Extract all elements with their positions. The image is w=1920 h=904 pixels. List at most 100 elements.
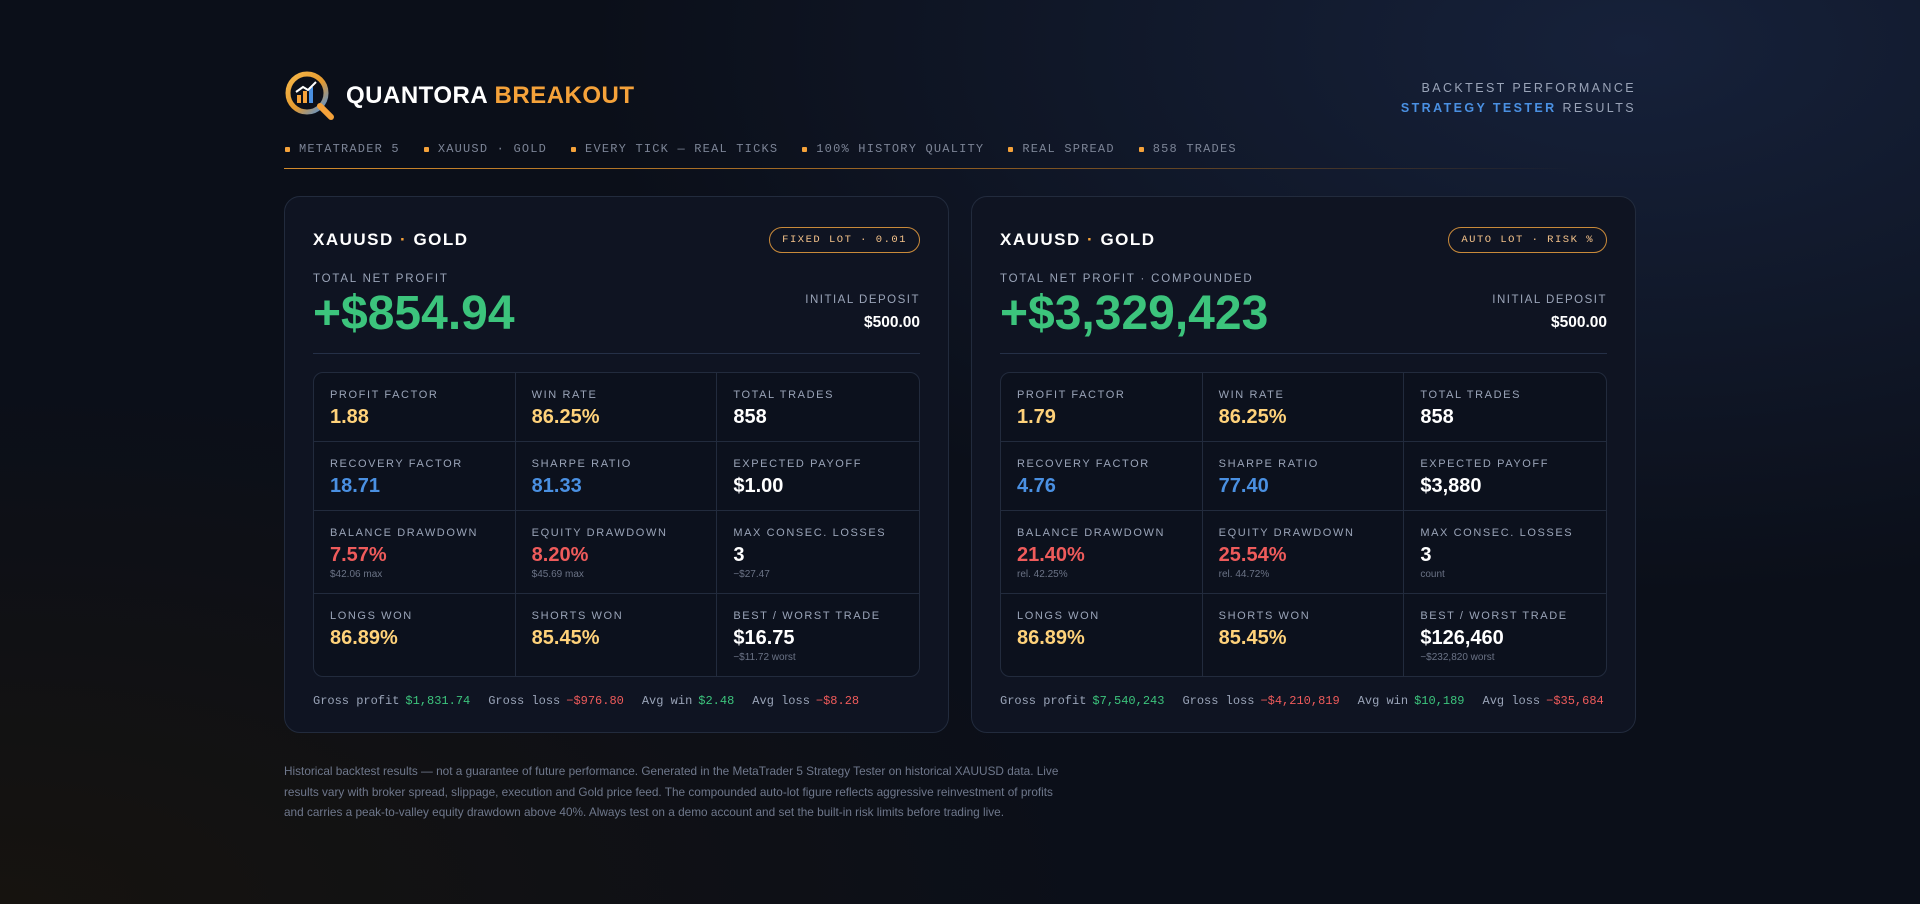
page-header: QUANTORA BREAKOUT BACKTEST PERFORMANCE S…: [284, 70, 1636, 132]
stat-best-worst-trade: BEST / WORST TRADE $126,460 −$232,820 wors…: [1404, 594, 1606, 676]
stat-sub: $42.06 max: [330, 569, 383, 580]
bullet-icon: [1138, 146, 1144, 152]
avg-win: Avg win $2.48: [642, 694, 734, 708]
lot-mode-badge: FIXED LOT · 0.01: [769, 227, 920, 253]
stat-label: TOTAL TRADES: [733, 389, 835, 401]
stat-value: 86.89%: [1017, 627, 1085, 649]
stat-value: 1.88: [330, 406, 369, 428]
lot-mode-badge: AUTO LOT · RISK %: [1448, 227, 1607, 253]
stat-value: 81.33: [531, 475, 582, 497]
stat-label: EXPECTED PAYOFF: [1420, 458, 1550, 470]
stat-longs-won: LONGS WON 86.89%: [314, 594, 516, 676]
symbol-code: XAUUSD: [313, 230, 394, 249]
stat-sub: rel. 42.25%: [1017, 569, 1068, 580]
bullet-icon: [423, 146, 429, 152]
stat-total-trades: TOTAL TRADES 858: [1404, 373, 1606, 442]
stats-grid: PROFIT FACTOR 1.79 WIN RATE 86.25% TOTAL T…: [1000, 372, 1607, 677]
stat-label: WIN RATE: [531, 389, 598, 401]
card-footer-stats: Gross profit $1,831.74 Gross loss −$976.80…: [313, 694, 920, 708]
stat-value: 86.89%: [330, 627, 398, 649]
stat-max-consec-losses: MAX CONSEC. LOSSES 3 count: [1404, 511, 1606, 594]
stat-sharpe-ratio: SHARPE RATIO 81.33: [515, 442, 718, 511]
brand-main: QUANTORA: [346, 82, 488, 109]
stat-recovery-factor: RECOVERY FACTOR 18.71: [314, 442, 516, 511]
card-footer-stats: Gross profit $7,540,243 Gross loss −$4,210…: [1000, 694, 1607, 708]
profit-summary: TOTAL NET PROFIT · COMPOUNDED +$3,329,42…: [1000, 273, 1607, 340]
stat-profit-factor: PROFIT FACTOR 1.88: [314, 373, 516, 442]
tag-item: METATRADER 5: [285, 142, 400, 156]
avg-win: Avg win $10,189: [1358, 694, 1465, 708]
symbol-code: XAUUSD: [1000, 230, 1081, 249]
footer-label: Gross profit: [313, 694, 400, 708]
stat-label: BALANCE DRAWDOWN: [330, 527, 479, 539]
stat-sub: rel. 44.72%: [1218, 569, 1270, 580]
result-card-fixed-lot: XAUUSD · GOLD FIXED LOT · 0.01 TOTAL NET…: [284, 196, 949, 733]
stat-label: SHORTS WON: [1218, 610, 1311, 622]
stat-total-trades: TOTAL TRADES 858: [717, 373, 919, 442]
strategy-tester-accent: STRATEGY TESTER: [1400, 101, 1557, 115]
stat-label: TOTAL TRADES: [1420, 389, 1522, 401]
footer-value: −$976.80: [566, 694, 624, 708]
deposit-value: $500.00: [1550, 314, 1607, 331]
footer-value: −$4,210,819: [1260, 694, 1340, 708]
stat-profit-factor: PROFIT FACTOR 1.79: [1001, 373, 1203, 442]
footer-value: $2.48: [698, 694, 735, 708]
deposit-value: $500.00: [863, 314, 920, 331]
tag-item: 858 TRADES: [1138, 142, 1237, 156]
net-profit-label: TOTAL NET PROFIT: [313, 273, 449, 285]
stat-sub: −$27.47: [733, 569, 770, 580]
card-symbol: XAUUSD · GOLD: [1000, 230, 1156, 249]
footer-label: Avg loss: [752, 694, 810, 708]
stat-sharpe-ratio: SHARPE RATIO 77.40: [1202, 442, 1405, 511]
stat-value: 86.25%: [531, 406, 600, 428]
bullet-icon: [1008, 146, 1014, 152]
initial-deposit: INITIAL DEPOSIT $500.00: [805, 273, 920, 339]
deposit-label: INITIAL DEPOSIT: [805, 294, 920, 306]
stat-longs-won: LONGS WON 86.89%: [1001, 594, 1203, 676]
footer-label: Gross profit: [1000, 694, 1087, 708]
card-header: XAUUSD · GOLD AUTO LOT · RISK %: [1000, 227, 1607, 253]
stat-value: 77.40: [1218, 475, 1269, 497]
card-header: XAUUSD · GOLD FIXED LOT · 0.01: [313, 227, 920, 253]
page-container: QUANTORA BREAKOUT BACKTEST PERFORMANCE S…: [284, 70, 1636, 823]
stat-label: SHARPE RATIO: [1218, 458, 1319, 470]
tag-item: EVERY TICK — REAL TICKS: [571, 142, 778, 156]
stat-label: SHARPE RATIO: [531, 458, 632, 470]
stat-best-worst-trade: BEST / WORST TRADE $16.75 −$11.72 worst: [717, 594, 919, 676]
brand-accent: BREAKOUT: [494, 82, 635, 109]
stat-sub: $45.69 max: [531, 569, 584, 580]
net-profit-value: +$854.94: [313, 287, 515, 340]
footer-value: −$8.28: [815, 694, 860, 708]
brand-name: QUANTORA BREAKOUT: [346, 82, 635, 110]
disclaimer-text: Historical backtest results — not a guar…: [284, 764, 1059, 819]
stat-label: LONGS WON: [1017, 610, 1100, 622]
results-label: RESULTS: [1562, 101, 1636, 115]
bullet-icon: [285, 146, 290, 152]
stat-label: SHORTS WON: [531, 610, 624, 622]
stat-label: PROFIT FACTOR: [330, 389, 439, 401]
net-profit-value: +$3,329,423: [1000, 287, 1269, 340]
stat-max-consec-losses: MAX CONSEC. LOSSES 3 −$27.47: [717, 511, 919, 594]
profit-summary: TOTAL NET PROFIT +$854.94 INITIAL DEPOSI…: [313, 273, 920, 340]
footer-value: −$35,684: [1546, 694, 1604, 708]
stat-equity-drawdown: EQUITY DRAWDOWN 8.20% $45.69 max: [515, 511, 718, 594]
tag-label: 858 TRADES: [1152, 142, 1237, 156]
stat-label: EQUITY DRAWDOWN: [1218, 527, 1355, 539]
stat-balance-drawdown: BALANCE DRAWDOWN 7.57% $42.06 max: [314, 511, 516, 594]
symbol-name: GOLD: [413, 230, 469, 249]
tag-item: REAL SPREAD: [1008, 142, 1114, 156]
initial-deposit: INITIAL DEPOSIT $500.00: [1492, 273, 1607, 339]
stat-value: $16.75: [733, 627, 795, 649]
tag-list: METATRADER 5 XAUUSD · GOLD EVERY TICK — …: [285, 142, 1636, 156]
cards-row: XAUUSD · GOLD FIXED LOT · 0.01 TOTAL NET…: [284, 196, 1636, 733]
stat-label: BALANCE DRAWDOWN: [1017, 527, 1166, 539]
tag-label: XAUUSD · GOLD: [437, 142, 548, 156]
tag-label: REAL SPREAD: [1022, 142, 1115, 156]
magnifier-chart-icon: [284, 70, 336, 122]
tag-item: XAUUSD · GOLD: [423, 142, 548, 156]
tag-item: 100% HISTORY QUALITY: [802, 142, 984, 156]
stat-value: $1.00: [733, 475, 784, 497]
brand: QUANTORA BREAKOUT: [284, 70, 1636, 122]
stats-grid: PROFIT FACTOR 1.88 WIN RATE 86.25% TOTAL T…: [313, 372, 920, 677]
stat-label: MAX CONSEC. LOSSES: [1420, 527, 1574, 539]
